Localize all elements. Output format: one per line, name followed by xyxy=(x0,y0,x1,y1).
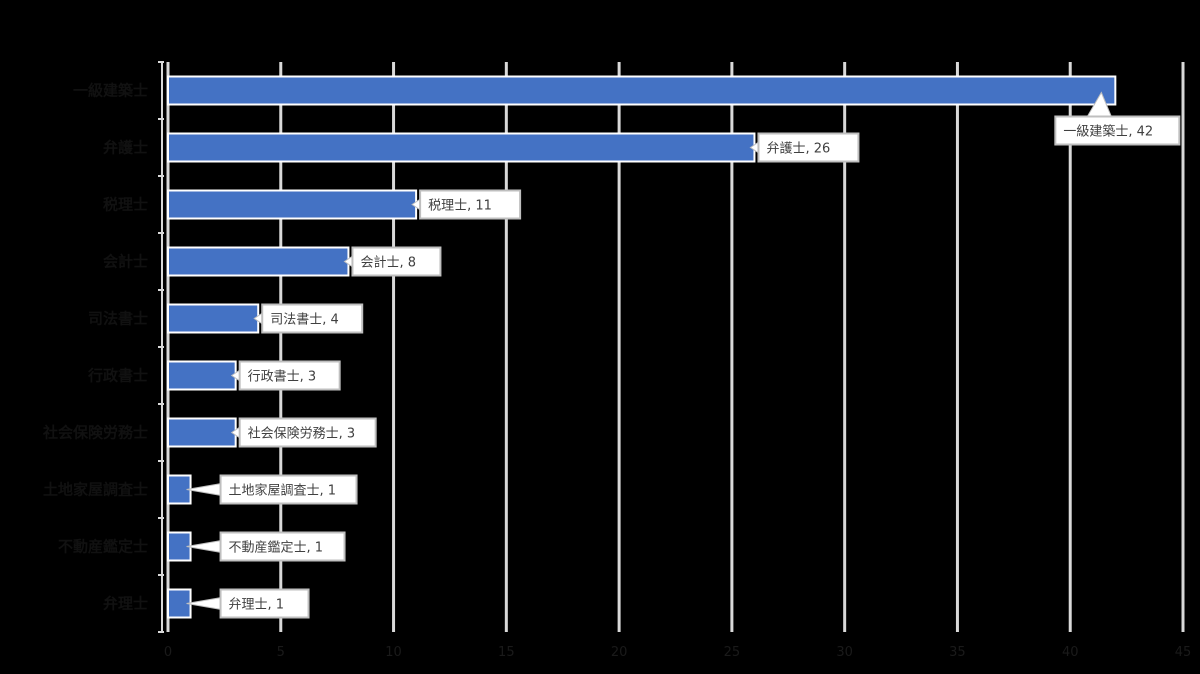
category-label: 税理士 xyxy=(103,196,148,214)
callout-box xyxy=(219,531,346,562)
callout-box xyxy=(219,588,310,619)
category-label: 会計士 xyxy=(103,253,148,271)
x-tick-label: 35 xyxy=(949,645,966,660)
x-tick-label: 45 xyxy=(1175,645,1192,660)
x-tick-label: 15 xyxy=(498,645,515,660)
data-label-text: 弁護士, 26 xyxy=(766,141,830,157)
category-label: 弁理士 xyxy=(103,595,148,613)
category-label: 司法書士 xyxy=(88,310,148,328)
callout-box xyxy=(419,189,522,220)
data-label-text: 一級建築士, 42 xyxy=(1063,125,1153,140)
data-label-1: 弁護士, 26 xyxy=(749,132,860,163)
x-tick-label: 40 xyxy=(1062,645,1079,660)
category-label: 行政書士 xyxy=(87,367,148,385)
x-tick-label: 30 xyxy=(836,645,853,660)
bars xyxy=(167,75,1117,619)
callout-pointer xyxy=(186,482,223,497)
data-label-text: 司法書士, 4 xyxy=(270,313,339,328)
data-label-text: 税理士, 11 xyxy=(428,199,492,214)
category-label: 一級建築士 xyxy=(73,82,148,100)
bar-4 xyxy=(167,303,260,334)
x-tick-label: 10 xyxy=(385,645,402,660)
data-label-4: 司法書士, 4 xyxy=(253,303,364,334)
axes: 0 5 10 15 20 25 30 35 40 45 一級建築士弁護士税理士会計士司法書士行政書士… xyxy=(42,61,1192,660)
callout-pointer xyxy=(186,596,223,611)
bar-0 xyxy=(167,75,1117,106)
data-label-text: 社会保険労務士, 3 xyxy=(248,426,356,442)
data-label-6: 社会保険労務士, 3 xyxy=(230,417,377,448)
data-label-2: 税理士, 11 xyxy=(411,189,522,220)
data-label-text: 土地家屋調査士, 1 xyxy=(229,483,337,499)
data-label-text: 不動産鑑定士, 1 xyxy=(229,540,324,556)
bar-6 xyxy=(167,417,237,448)
bar-3 xyxy=(167,246,350,277)
callout-box xyxy=(238,360,341,391)
callout-box xyxy=(351,246,442,277)
data-labels: 一級建築士, 42 弁護士, 26 税理士, 11 会計士, 8 司法書士, 4 行政書士… xyxy=(186,91,1181,619)
data-label-7: 土地家屋調査士, 1 xyxy=(186,474,358,505)
data-label-3: 会計士, 8 xyxy=(343,246,442,277)
x-tick-label: 25 xyxy=(724,645,741,660)
category-label: 土地家屋調査士 xyxy=(43,481,148,499)
callout-box xyxy=(238,417,377,448)
callout-box xyxy=(261,303,364,334)
bar-2 xyxy=(167,189,418,220)
data-label-text: 会計士, 8 xyxy=(360,255,416,271)
data-label-text: 行政書士, 3 xyxy=(248,370,317,385)
bar-5 xyxy=(167,360,237,391)
bar-1 xyxy=(167,132,756,163)
category-label: 不動産鑑定士 xyxy=(58,538,148,556)
category-label: 弁護士 xyxy=(103,139,148,157)
x-tick-label: 5 xyxy=(277,645,285,660)
callout-box xyxy=(1054,115,1181,146)
x-tick-label: 0 xyxy=(164,645,172,660)
x-tick-label: 20 xyxy=(611,645,628,660)
data-label-5: 行政書士, 3 xyxy=(230,360,341,391)
data-label-8: 不動産鑑定士, 1 xyxy=(186,531,346,562)
callout-pointer xyxy=(186,539,223,554)
data-label-9: 弁理士, 1 xyxy=(186,588,310,619)
callout-box xyxy=(757,132,860,163)
callout-box xyxy=(219,474,358,505)
category-label: 社会保険労務士 xyxy=(42,424,148,442)
data-label-text: 弁理士, 1 xyxy=(229,598,285,613)
data-label-0: 一級建築士, 42 xyxy=(1054,91,1181,146)
